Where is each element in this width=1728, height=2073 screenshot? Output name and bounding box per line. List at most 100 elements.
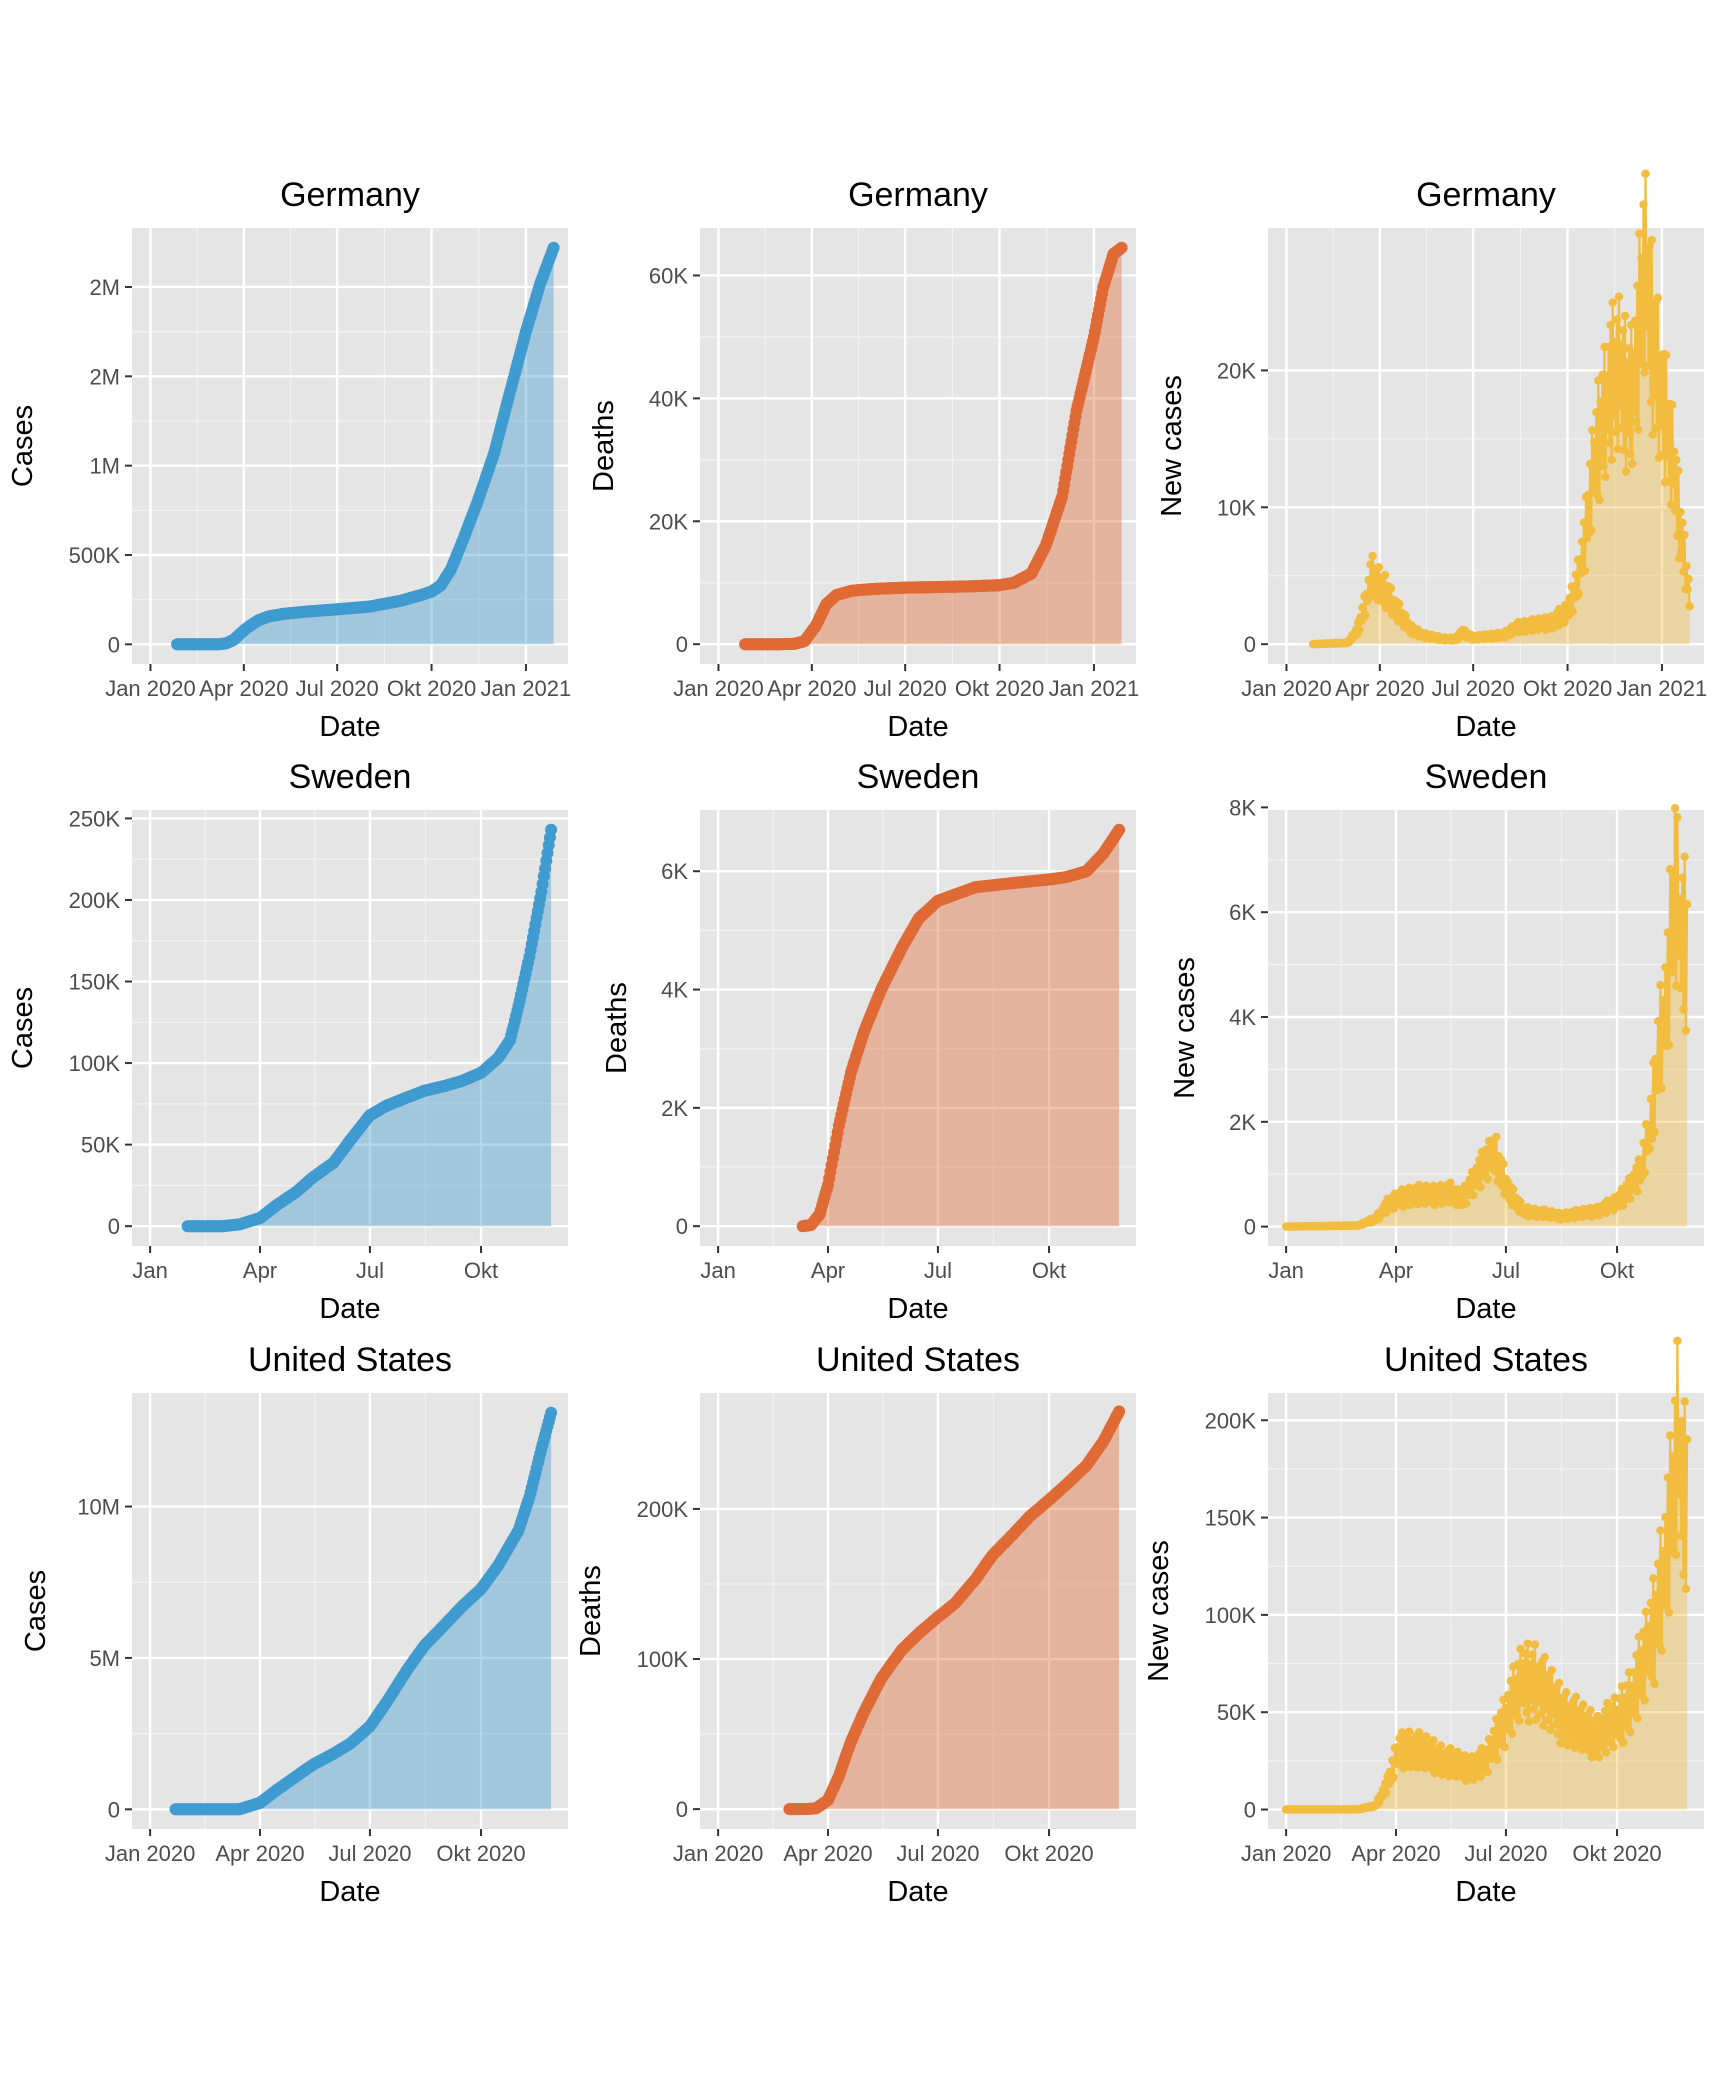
data-point: [1618, 1201, 1628, 1210]
data-point: [1682, 900, 1692, 909]
data-point: [1676, 984, 1686, 993]
data-point: [1558, 1724, 1567, 1734]
data-point: [1528, 1650, 1537, 1659]
data-point: [1587, 525, 1596, 535]
data-point: [1531, 1715, 1541, 1725]
data-point: [1571, 1692, 1581, 1702]
data-point: [1556, 1739, 1565, 1748]
data-point: [1601, 472, 1610, 482]
y-tick-label: 0: [108, 1797, 120, 1822]
data-point: [1633, 1187, 1642, 1196]
data-point: [1534, 1697, 1543, 1707]
data-point: [1589, 1741, 1599, 1750]
data-point: [1494, 1720, 1503, 1729]
y-tick-label: 150K: [69, 970, 121, 995]
data-point: [1645, 1144, 1654, 1153]
data-point: [1667, 968, 1676, 977]
data-point: [1656, 1526, 1665, 1535]
data-point: [1632, 1163, 1641, 1172]
data-point: [1521, 1649, 1530, 1658]
data-point: [1620, 1693, 1629, 1702]
x-tick-label: Jul 2020: [896, 1841, 979, 1866]
data-point: [1374, 563, 1384, 572]
data-point: [1661, 350, 1671, 360]
data-point: [1577, 1745, 1587, 1755]
data-point: [1647, 1134, 1657, 1144]
data-point: [1580, 1733, 1589, 1742]
y-axis-label: Deaths: [601, 982, 633, 1074]
data-point: [1453, 1747, 1462, 1757]
y-tick-label: 100K: [69, 1051, 121, 1076]
data-point: [1608, 298, 1617, 307]
data-point: [1382, 1788, 1391, 1798]
x-tick-label: Jul 2020: [296, 676, 379, 701]
data-point: [1517, 1692, 1526, 1701]
data-point: [1613, 444, 1623, 454]
data-point: [1355, 626, 1364, 635]
data-point: [1642, 322, 1651, 331]
data-point: [1539, 1721, 1548, 1731]
y-tick-label: 0: [676, 1214, 688, 1239]
x-axis-label: Date: [887, 1293, 948, 1325]
data-point: [1606, 320, 1615, 330]
data-point: [1518, 1659, 1528, 1668]
chart-title: Sweden: [857, 758, 980, 796]
data-point: [545, 1406, 558, 1419]
data-point: [1640, 1168, 1650, 1177]
data-point: [1500, 1742, 1509, 1752]
data-point: [1113, 1405, 1126, 1418]
y-tick-label: 0: [108, 1214, 120, 1239]
data-point: [1670, 1396, 1680, 1405]
y-axis-label: Cases: [20, 1570, 52, 1652]
y-tick-label: 200K: [69, 888, 121, 913]
data-point: [1492, 1132, 1501, 1142]
x-tick-label: Jul: [1492, 1258, 1520, 1283]
data-point: [1519, 1699, 1529, 1708]
data-point: [1639, 1138, 1648, 1148]
data-point: [1653, 1559, 1663, 1568]
data-point: [1482, 1745, 1491, 1755]
chart-title: Sweden: [1425, 758, 1548, 796]
data-point: [1493, 1755, 1502, 1765]
data-point: [1573, 1730, 1582, 1740]
data-point: [1641, 169, 1650, 178]
series-area: [1286, 1340, 1688, 1810]
x-tick-label: Jan 2020: [1241, 1841, 1332, 1866]
y-tick-label: 4K: [661, 978, 688, 1003]
x-tick-label: Jan 2020: [673, 1841, 764, 1866]
series-area: [187, 829, 552, 1227]
data-point: [1523, 1639, 1532, 1648]
y-axis-label: New cases: [1143, 1540, 1175, 1682]
x-tick-label: Apr 2020: [767, 676, 856, 701]
data-point: [1681, 1584, 1691, 1594]
data-point: [1647, 235, 1656, 245]
data-point: [1540, 1653, 1549, 1662]
data-point: [1662, 1601, 1671, 1611]
data-point: [1476, 1772, 1485, 1781]
data-point: [1563, 1741, 1572, 1750]
data-point: [1509, 1185, 1518, 1194]
data-point: [1672, 1550, 1681, 1560]
data-point: [1676, 507, 1685, 517]
series-area: [745, 247, 1122, 645]
data-point: [1595, 495, 1604, 505]
data-point: [1429, 1736, 1438, 1745]
data-point: [1682, 1435, 1692, 1444]
data-point: [1658, 996, 1668, 1005]
x-tick-label: Okt 2020: [1004, 1841, 1093, 1866]
data-point: [1436, 1741, 1445, 1750]
data-point: [1574, 589, 1584, 599]
series-area: [175, 1412, 552, 1810]
data-point: [1586, 1706, 1595, 1715]
x-tick-label: Okt: [1600, 1258, 1634, 1283]
data-point: [1678, 1416, 1687, 1426]
x-tick-label: Jul: [924, 1258, 952, 1283]
data-point: [1469, 1775, 1478, 1785]
chart-title: Sweden: [289, 758, 412, 796]
data-point: [1623, 428, 1633, 437]
data-point: [1653, 293, 1663, 302]
data-point: [1669, 479, 1678, 489]
data-point: [1622, 358, 1632, 367]
x-axis-label: Date: [319, 1293, 380, 1325]
data-point: [1609, 410, 1618, 419]
